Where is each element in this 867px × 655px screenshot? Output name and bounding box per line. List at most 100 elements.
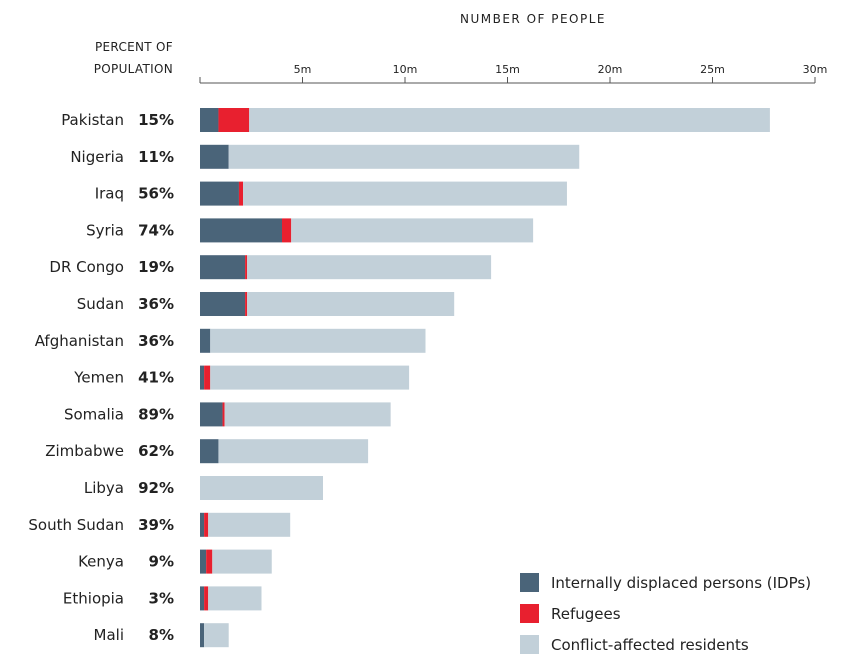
row-yemen: Yemen 41% (73, 365, 410, 390)
bar-segment-refugees (282, 218, 292, 243)
bar-segment-refugees (238, 181, 244, 206)
country-label: Yemen (73, 369, 124, 387)
row-dr-congo: DR Congo 19% (49, 255, 492, 280)
bar-segment-internally-displaced-persons-idps (200, 255, 246, 280)
percent-label: 19% (138, 258, 174, 276)
row-kenya: Kenya 9% (78, 549, 272, 574)
percent-label: 36% (138, 295, 174, 313)
row-sudan: Sudan 36% (77, 292, 455, 316)
x-axis: 5m 10m 15m 20m 25m 30m (199, 63, 828, 84)
legend-swatch (520, 604, 539, 623)
bar-segment-refugees (222, 402, 225, 427)
country-label: Pakistan (61, 111, 124, 129)
row-pakistan: Pakistan 15% (61, 108, 770, 132)
legend-swatch (520, 635, 539, 654)
bar-segment-conflict-affected-residents (208, 512, 291, 537)
percent-label: 8% (149, 626, 174, 644)
bar-segment-conflict-affected-residents (247, 292, 455, 316)
country-label: Zimbabwe (45, 442, 124, 460)
bar-segment-refugees (204, 365, 211, 390)
bar-segment-internally-displaced-persons-idps (200, 218, 282, 243)
x-axis-tick-label: 25m (700, 63, 725, 76)
bar-segment-internally-displaced-persons-idps (200, 623, 205, 648)
legend-item-internally-displaced-persons-idps: Internally displaced persons (IDPs) (520, 573, 811, 592)
x-axis-title: NUMBER OF PEOPLE (460, 12, 606, 26)
bar-segment-internally-displaced-persons-idps (200, 328, 211, 353)
row-nigeria: Nigeria 11% (70, 144, 580, 169)
bar-segment-refugees (204, 586, 209, 611)
country-label: Kenya (78, 553, 124, 571)
percent-label: 89% (138, 405, 174, 423)
country-label: Libya (84, 479, 124, 497)
bar-segment-conflict-affected-residents (210, 365, 410, 390)
percent-label: 56% (138, 185, 174, 203)
country-label: Afghanistan (35, 332, 124, 350)
country-label: South Sudan (28, 516, 124, 534)
legend-item-conflict-affected-residents: Conflict-affected residents (520, 635, 749, 654)
bar-segment-refugees (204, 512, 209, 537)
bar-segment-internally-displaced-persons-idps (200, 586, 205, 611)
country-label: Nigeria (70, 148, 124, 166)
row-libya: Libya 92% (84, 476, 323, 500)
x-axis-tick-label: 5m (294, 63, 312, 76)
row-ethiopia: Ethiopia 3% (63, 586, 262, 611)
percent-label: 9% (149, 553, 174, 571)
legend-label: Refugees (551, 605, 621, 623)
bar-segment-conflict-affected-residents (224, 402, 391, 427)
bar-segment-internally-displaced-persons-idps (200, 439, 219, 464)
percent-label: 15% (138, 111, 174, 129)
row-somalia: Somalia 89% (64, 402, 391, 427)
row-mali: Mali 8% (94, 623, 229, 648)
bar-segment-conflict-affected-residents (210, 328, 426, 353)
bar-segment-refugees (245, 292, 248, 316)
percent-label: 39% (138, 516, 174, 534)
bar-segment-refugees (218, 108, 250, 132)
bar-segment-internally-displaced-persons-idps (200, 181, 239, 206)
bar-segment-conflict-affected-residents (249, 108, 770, 132)
percent-label: 3% (149, 589, 174, 607)
legend-swatch (520, 573, 539, 592)
row-south-sudan: South Sudan 39% (28, 512, 291, 537)
x-axis-tick-label: 30m (803, 63, 828, 76)
x-axis-tick-label: 20m (598, 63, 623, 76)
bar-segment-conflict-affected-residents (243, 181, 567, 206)
row-afghanistan: Afghanistan 36% (35, 328, 426, 353)
bar-segment-internally-displaced-persons-idps (200, 549, 207, 574)
country-label: Syria (86, 221, 124, 239)
row-zimbabwe: Zimbabwe 62% (45, 439, 369, 464)
bar-segment-conflict-affected-residents (247, 255, 492, 280)
bar-segment-refugees (206, 549, 213, 574)
bar-segment-conflict-affected-residents (218, 439, 369, 464)
row-iraq: Iraq 56% (95, 181, 567, 206)
bar-segment-conflict-affected-residents (204, 623, 229, 648)
bar-segment-internally-displaced-persons-idps (200, 402, 223, 427)
percent-label: 11% (138, 148, 174, 166)
bar-segment-internally-displaced-persons-idps (200, 108, 219, 132)
legend-label: Conflict-affected residents (551, 636, 749, 654)
percent-label: 74% (138, 221, 174, 239)
bar-segment-internally-displaced-persons-idps (200, 365, 205, 390)
percent-header-line-1: PERCENT OF (95, 40, 173, 54)
legend-item-refugees: Refugees (520, 604, 621, 623)
percent-header-line-2: POPULATION (94, 62, 173, 76)
country-label: DR Congo (49, 258, 124, 276)
bar-segment-internally-displaced-persons-idps (200, 292, 246, 316)
country-label: Somalia (64, 405, 124, 423)
bar-rows: Pakistan 15% Nigeria 11% Iraq 56% Syria 74% DR C… (28, 108, 770, 648)
country-label: Mali (94, 626, 124, 644)
bar-segment-conflict-affected-residents (200, 476, 323, 500)
row-syria: Syria 74% (86, 218, 534, 243)
bar-segment-refugees (245, 255, 248, 280)
legend: Internally displaced persons (IDPs) Refug… (520, 573, 811, 654)
country-label: Iraq (95, 185, 124, 203)
bar-segment-conflict-affected-residents (291, 218, 534, 243)
bar-segment-conflict-affected-residents (212, 549, 272, 574)
percent-label: 41% (138, 369, 174, 387)
bar-segment-internally-displaced-persons-idps (200, 144, 229, 169)
x-axis-tick-label: 10m (393, 63, 418, 76)
bar-segment-conflict-affected-residents (228, 144, 580, 169)
x-axis-tick-label: 15m (495, 63, 520, 76)
percent-label: 62% (138, 442, 174, 460)
country-label: Ethiopia (63, 589, 124, 607)
